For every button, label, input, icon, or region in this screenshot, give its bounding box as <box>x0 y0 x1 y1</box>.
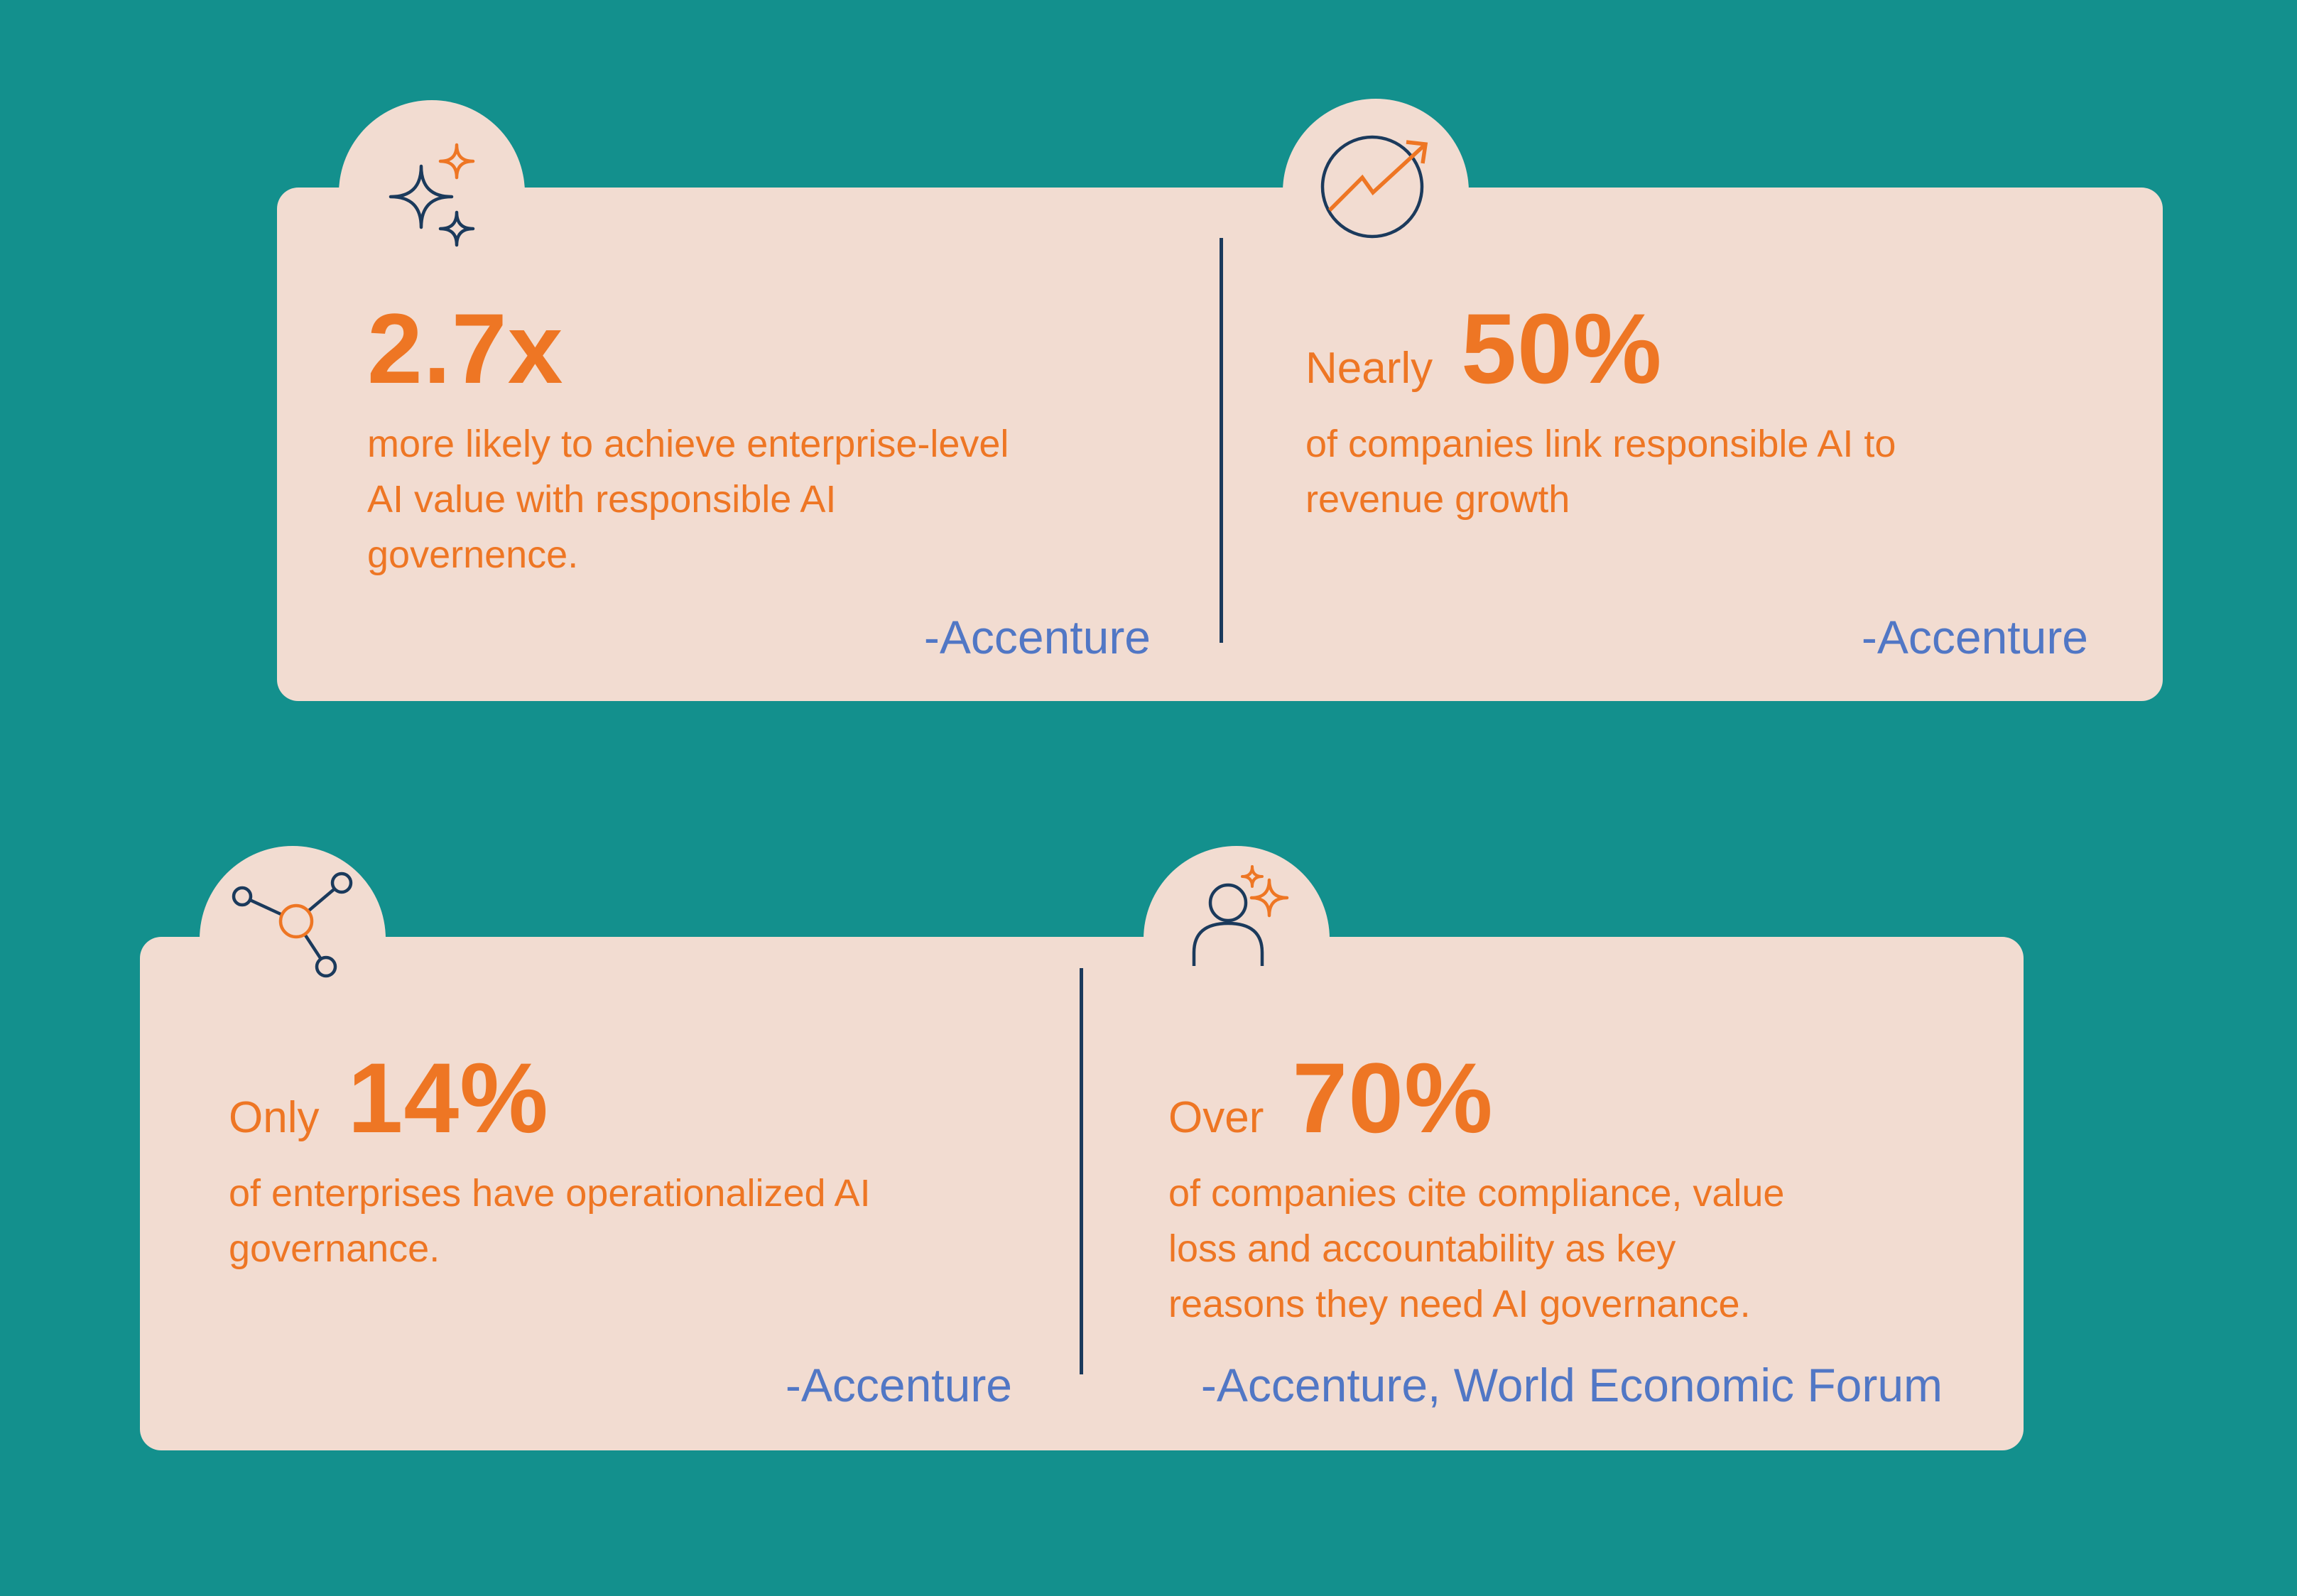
stat-qualifier: Nearly <box>1305 344 1433 393</box>
stat-description-line: loss and accountability as key <box>1168 1227 1676 1270</box>
stat-description-line: revenue growth <box>1305 478 1570 521</box>
network-icon <box>232 872 353 978</box>
stat-number: 14% <box>347 1042 549 1153</box>
stat-number: 50% <box>1461 293 1663 404</box>
stat-qualifier: Over <box>1168 1093 1264 1142</box>
source-attribution: -Accenture <box>1861 611 2088 663</box>
stat-headline-operationalized: Only 14% <box>229 1048 549 1148</box>
stat-description-line: reasons they need AI governance. <box>1168 1283 1751 1325</box>
stat-description-line: of companies link responsible AI to <box>1305 423 1896 465</box>
stat-description: of enterprises have operationalized AI g… <box>229 1166 871 1276</box>
stat-description-line: of companies cite compliance, value <box>1168 1172 1785 1215</box>
source-attribution: -Accenture, World Economic Forum <box>1200 1359 1943 1411</box>
stat-description: of companies link responsible AI to reve… <box>1305 416 1896 527</box>
stat-description-line: more likely to achieve enterprise-level <box>367 423 1009 465</box>
stat-description-line: AI value with responsible AI <box>367 478 837 521</box>
source-attribution: -Accenture <box>923 611 1151 663</box>
stat-headline-value: 2.7x <box>367 299 563 398</box>
stat-headline-revenue: Nearly 50% <box>1305 299 1662 398</box>
stat-description: more likely to achieve enterprise-level … <box>367 416 1009 582</box>
stat-qualifier: Only <box>229 1093 320 1142</box>
stat-description-line: governance. <box>229 1227 440 1270</box>
stat-headline-reasons: Over 70% <box>1168 1048 1494 1148</box>
stat-number: 2.7x <box>367 293 564 404</box>
stat-description: of companies cite compliance, value loss… <box>1168 1166 1784 1332</box>
stat-description-line: governence. <box>367 533 579 576</box>
stat-number: 70% <box>1292 1042 1494 1153</box>
source-attribution: -Accenture <box>785 1359 1012 1411</box>
sparkles-icon <box>389 143 475 247</box>
growth-chart-icon <box>1320 135 1428 239</box>
card1-vertical-divider <box>1220 238 1223 643</box>
card2-vertical-divider <box>1080 968 1083 1374</box>
person-sparkle-icon <box>1192 865 1289 966</box>
stat-description-line: of enterprises have operationalized AI <box>229 1172 871 1215</box>
